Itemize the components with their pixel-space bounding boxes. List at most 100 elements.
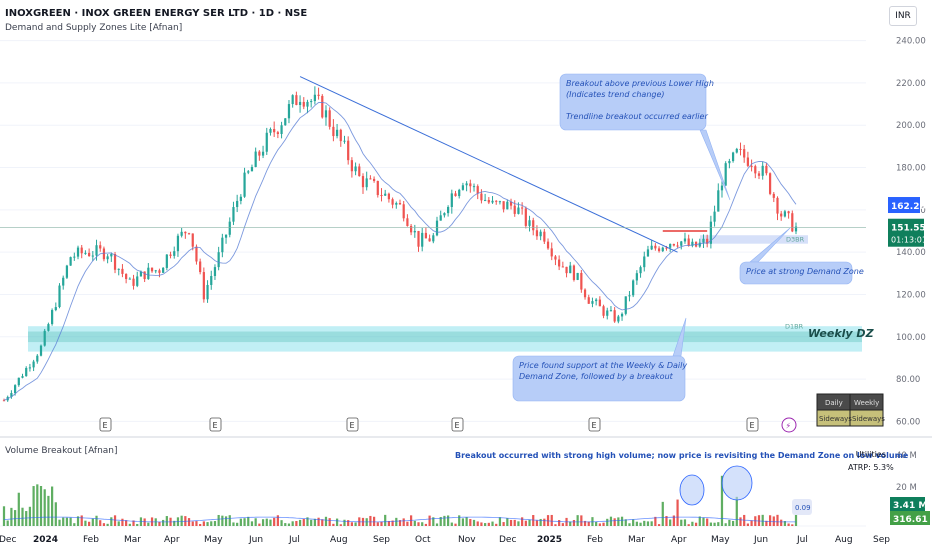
volume-bar	[720, 475, 724, 526]
earnings-marker-label: E	[350, 421, 355, 430]
volume-bar	[484, 523, 487, 526]
volume-bar	[80, 515, 83, 526]
time-axis-label: Dec	[0, 535, 16, 545]
candle-body	[513, 205, 516, 214]
volume-ma-value: 0.09	[795, 504, 811, 512]
candle-body	[332, 126, 335, 137]
volume-bar	[117, 521, 120, 526]
candle-body	[99, 245, 102, 249]
volume-bar	[298, 519, 302, 526]
candle-body	[128, 278, 131, 280]
time-axis-label: Jul	[288, 535, 300, 545]
candle-body	[221, 237, 224, 253]
volume-bar	[628, 523, 631, 526]
time-axis-label: May	[204, 535, 223, 545]
volume-bar	[509, 519, 513, 526]
candle-body	[461, 185, 465, 190]
candle-body	[165, 254, 168, 268]
candle-body	[117, 268, 120, 270]
price-tick-label: 60.00	[896, 417, 920, 427]
volume-bar	[387, 521, 391, 526]
candle-body	[254, 151, 257, 167]
volume-bar	[47, 495, 50, 526]
indicator-label[interactable]: Demand and Supply Zones Lite [Afnan]	[5, 23, 183, 33]
candle-body	[539, 231, 542, 237]
candle-body	[554, 256, 557, 260]
volume-bar	[654, 516, 657, 526]
price-tick-label: 220.00	[896, 79, 926, 89]
volume-bar	[165, 516, 168, 526]
candle-body	[69, 257, 72, 266]
volume-bar	[384, 514, 387, 526]
candle-body	[195, 246, 198, 262]
earnings-marker-label: E	[455, 421, 460, 430]
candle-body	[780, 213, 783, 217]
volume-bar	[287, 523, 291, 526]
volume-highlight	[679, 474, 705, 506]
volume-bar	[587, 521, 590, 526]
candle-body	[199, 261, 202, 273]
breakout-callout-text: (Indicates trend change)	[566, 90, 665, 99]
currency-badge[interactable]: INR	[889, 6, 917, 26]
candle-body	[76, 247, 80, 257]
volume-bar	[261, 519, 265, 526]
volume-bar	[583, 520, 587, 526]
price-tick-label: 120.00	[896, 290, 926, 300]
avg-volume-badge	[890, 511, 930, 525]
volume-bar	[324, 516, 328, 526]
candle-body	[509, 201, 513, 206]
volume-bar	[369, 515, 372, 526]
candle-body	[317, 94, 320, 96]
volume-bar	[513, 519, 516, 526]
candle-body	[391, 199, 394, 205]
volume-bar	[202, 521, 205, 526]
weekly-demand-zone	[28, 326, 862, 352]
volume-bar	[602, 522, 605, 526]
volume-bar	[539, 518, 542, 526]
volume-bar	[661, 501, 664, 526]
candle-body	[261, 151, 265, 156]
candle-body	[276, 132, 279, 134]
candle-body	[654, 245, 657, 249]
candle-body	[465, 183, 468, 186]
volume-bar	[199, 523, 202, 526]
candle-body	[602, 306, 605, 316]
volume-bar	[635, 521, 638, 526]
candle-body	[728, 161, 731, 164]
volume-bar	[476, 521, 479, 526]
volume-bar	[143, 518, 146, 526]
trend-header-weekly: Weekly	[854, 399, 879, 407]
candle-body	[291, 95, 294, 105]
volume-bar	[643, 520, 646, 526]
volume-bar	[228, 515, 231, 526]
volume-bar	[694, 522, 698, 526]
candle-body	[439, 215, 442, 221]
volume-indicator-label[interactable]: Volume Breakout [Afnan]	[5, 446, 118, 456]
current-demand-zone	[700, 235, 808, 244]
candle-body	[339, 129, 342, 142]
symbol-title[interactable]: INOXGREEN · INOX GREEN ENERGY SER LTD · …	[5, 8, 308, 19]
atrp-value: ATRP: 5.3%	[848, 463, 894, 472]
candle-body	[424, 232, 428, 239]
volume-bar	[106, 523, 109, 526]
volume-bar	[254, 518, 257, 526]
volume-bar	[554, 524, 557, 526]
time-axis-label: Jun	[248, 535, 263, 545]
volume-bar	[765, 520, 768, 526]
volume-bar	[10, 507, 13, 526]
candle-body	[395, 203, 398, 205]
volume-bar	[528, 519, 531, 526]
candle-body	[683, 238, 687, 242]
volume-bar	[99, 520, 102, 526]
current-volume-badge	[890, 497, 925, 511]
last-price-text: 151.55	[891, 224, 926, 234]
volume-bar	[280, 520, 283, 526]
volume-bar	[439, 517, 442, 526]
candle-body	[765, 165, 768, 174]
trend-table-value-cell	[849, 409, 884, 427]
candle-body	[217, 252, 220, 268]
candle-body	[295, 95, 298, 105]
candle-body	[550, 248, 553, 257]
